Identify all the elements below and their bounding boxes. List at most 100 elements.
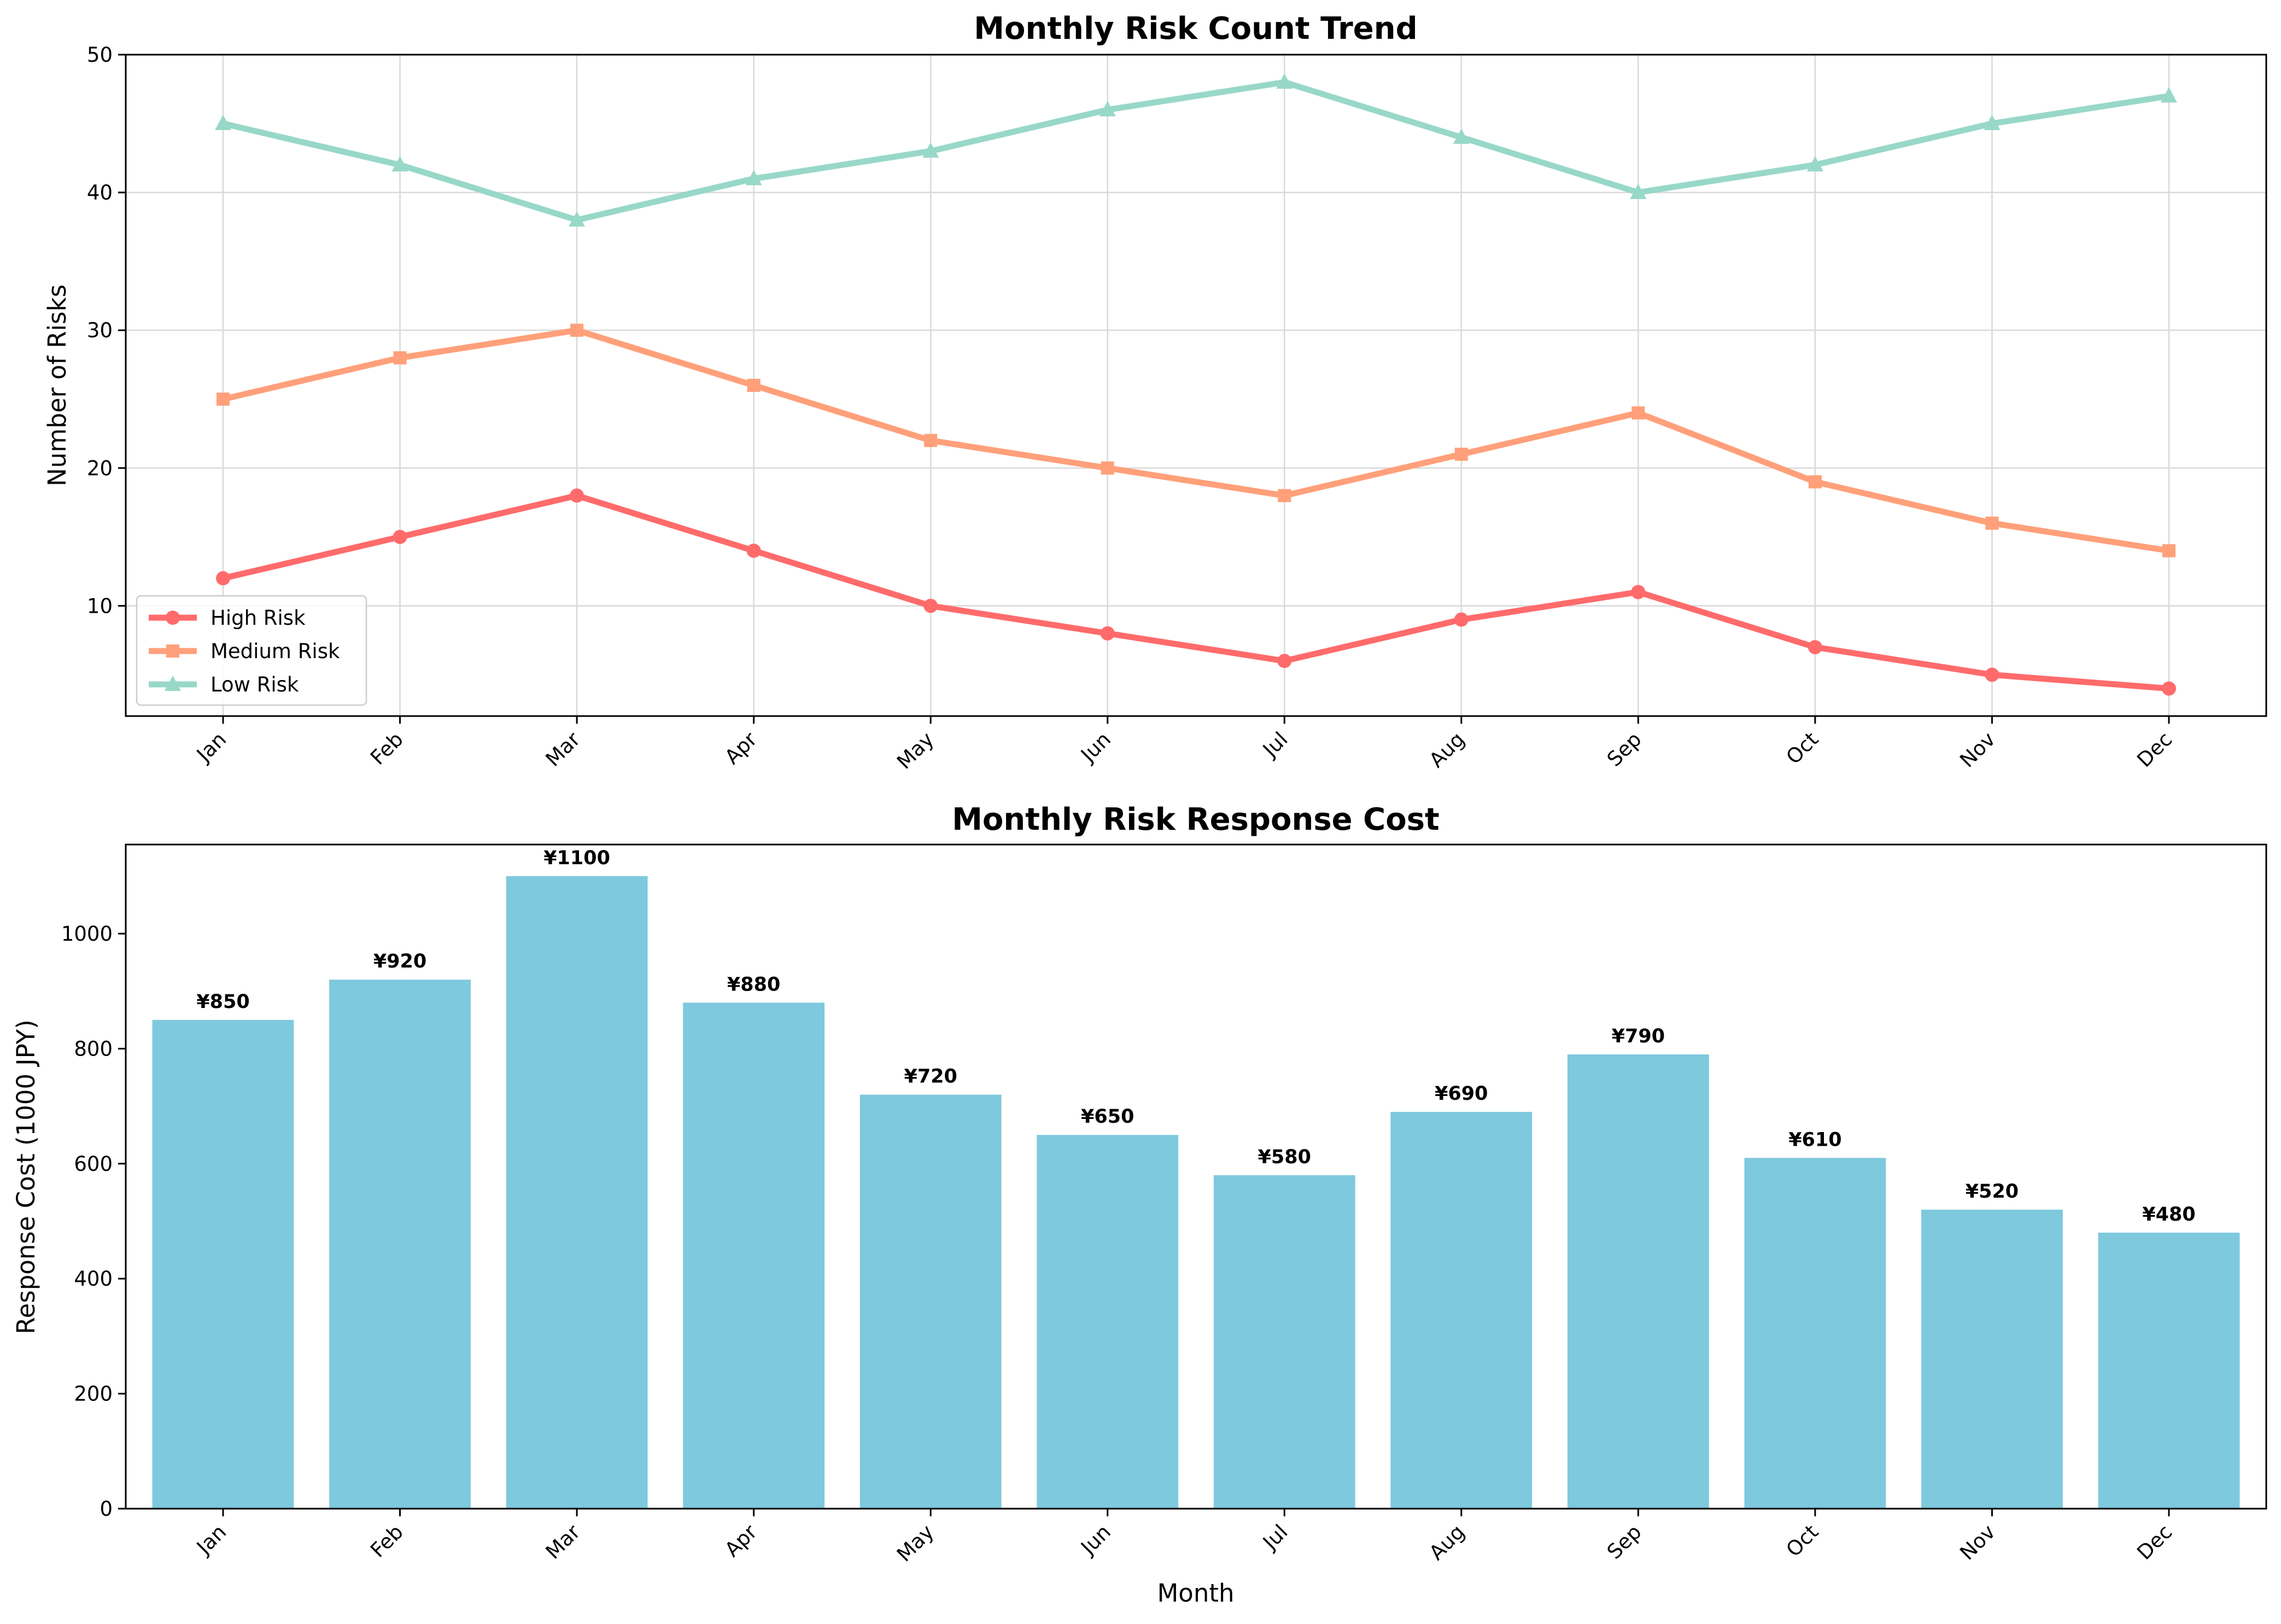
square-marker <box>166 644 179 658</box>
bar-dec <box>2098 1233 2240 1509</box>
y-tick-label: 30 <box>87 319 113 342</box>
x-tick-label: Nov <box>1955 1520 1999 1564</box>
legend-entry: High Risk <box>149 606 306 630</box>
x-tick-label: Mar <box>541 727 585 771</box>
x-tick-label: Jan <box>191 728 231 767</box>
circle-marker <box>1277 654 1292 669</box>
series-line <box>220 327 2172 554</box>
legend-label: Low Risk <box>210 673 299 696</box>
bar-jun <box>1037 1135 1179 1509</box>
x-tick-label: Jul <box>1258 728 1292 762</box>
bar-aug <box>1390 1112 1533 1509</box>
x-tick-label: Jan <box>191 1520 231 1559</box>
circle-marker <box>393 530 407 544</box>
x-tick-label: Aug <box>1425 728 1469 772</box>
y-tick-label: 0 <box>100 1497 113 1521</box>
line-chart-grid <box>126 54 2266 716</box>
bar-chart-x-ticks: Jan Feb Mar Apr May Jun Jul Aug Sep Oct Nov Dec <box>191 1509 2177 1566</box>
bar-chart-y-ticks: 0 200 400 600 800 1000 <box>61 922 126 1521</box>
bar-value-label: ¥720 <box>904 1066 957 1088</box>
line-chart-y-axis-label: Number of Risks <box>43 284 72 486</box>
bar-oct <box>1744 1158 1886 1509</box>
bar-value-label: ¥920 <box>373 951 426 972</box>
x-tick-label: Apr <box>720 1520 762 1561</box>
bar-value-label: ¥1100 <box>543 847 610 869</box>
circle-marker <box>2162 681 2176 696</box>
x-tick-label: Sep <box>1602 1520 1646 1564</box>
series-medium-risk <box>217 324 2175 558</box>
x-tick-label: Nov <box>1955 728 1999 772</box>
triangle-marker <box>1099 101 1116 116</box>
risk-count-line-chart: 10 20 30 40 50 Jan Feb Mar Apr May Jun Jul Aug Sep Oc… <box>43 11 2267 773</box>
bar-nov <box>1921 1209 2063 1509</box>
triangle-marker <box>745 169 762 185</box>
bar-value-label: ¥850 <box>196 991 249 1013</box>
bar-jul <box>1213 1175 1355 1509</box>
x-tick-label: Feb <box>366 1520 408 1562</box>
bar-value-label: ¥520 <box>1966 1181 2019 1203</box>
x-tick-label: May <box>892 728 938 773</box>
x-tick-label: Jul <box>1258 1520 1292 1555</box>
y-tick-label: 50 <box>87 43 113 67</box>
legend-entry: Medium Risk <box>149 640 340 663</box>
square-marker <box>1454 448 1468 461</box>
triangle-marker <box>1276 73 1293 89</box>
y-tick-label: 600 <box>74 1152 113 1176</box>
line-chart-legend: High Risk Medium Risk Low Risk <box>136 595 367 706</box>
bar-chart-bars <box>152 876 2240 1509</box>
response-cost-bar-chart: ¥850 ¥920 ¥1100 ¥880 ¥720 ¥650 ¥580 ¥690 ¥790 ¥61… <box>11 802 2267 1608</box>
triangle-marker <box>1806 156 1823 172</box>
circle-marker <box>1985 667 1999 682</box>
x-tick-label: Oct <box>1782 728 1823 769</box>
x-tick-label: Feb <box>366 728 408 770</box>
series-line <box>220 493 2172 692</box>
bar-chart-frame <box>125 843 2267 1510</box>
line-chart-title: Monthly Risk Count Trend <box>974 11 1417 46</box>
square-marker <box>1808 475 1822 489</box>
bar-may <box>859 1094 1002 1509</box>
circle-marker <box>216 571 230 585</box>
y-tick-label: 1000 <box>61 922 113 946</box>
series-low-risk <box>215 73 2177 227</box>
bar-value-label: ¥650 <box>1081 1106 1134 1128</box>
y-tick-label: 400 <box>74 1267 113 1291</box>
y-tick-label: 200 <box>74 1382 113 1406</box>
legend-label: Medium Risk <box>210 640 340 663</box>
line-chart-y-ticks: 10 20 30 40 50 <box>87 43 126 618</box>
circle-marker <box>1454 612 1469 627</box>
legend-box <box>136 595 367 706</box>
x-tick-label: Oct <box>1782 1520 1823 1562</box>
triangle-marker <box>922 142 939 158</box>
triangle-marker <box>215 115 231 131</box>
x-tick-label: Dec <box>2132 1520 2177 1564</box>
triangle-marker <box>1984 115 2001 131</box>
bar-chart-title: Monthly Risk Response Cost <box>952 802 1440 837</box>
legend-entry: Low Risk <box>149 673 299 696</box>
line-chart-frame <box>125 54 2267 717</box>
square-marker <box>1101 461 1114 475</box>
x-tick-label: Sep <box>1602 728 1646 771</box>
bar-value-label: ¥790 <box>1612 1025 1665 1047</box>
circle-marker <box>923 599 938 613</box>
triangle-marker <box>2161 87 2177 103</box>
bar-mar <box>506 876 648 1509</box>
bar-chart-y-axis-label: Response Cost (1000 JPY) <box>11 1019 40 1334</box>
bar-chart-x-axis-label: Month <box>1157 1579 1234 1608</box>
bar-feb <box>329 980 471 1509</box>
triangle-marker <box>1453 128 1470 144</box>
line-chart-series <box>215 73 2177 696</box>
triangle-marker <box>1630 184 1647 200</box>
bar-apr <box>683 1002 825 1509</box>
square-marker <box>393 351 407 365</box>
series-high-risk <box>216 488 2176 696</box>
x-tick-label: May <box>892 1520 938 1566</box>
bar-value-label: ¥880 <box>727 974 780 995</box>
circle-marker <box>746 543 761 558</box>
square-marker <box>747 379 761 392</box>
square-marker <box>570 324 584 337</box>
y-tick-label: 20 <box>87 456 113 480</box>
y-tick-label: 10 <box>87 594 113 618</box>
x-tick-label: Jun <box>1075 1520 1115 1560</box>
triangle-marker <box>391 156 408 172</box>
